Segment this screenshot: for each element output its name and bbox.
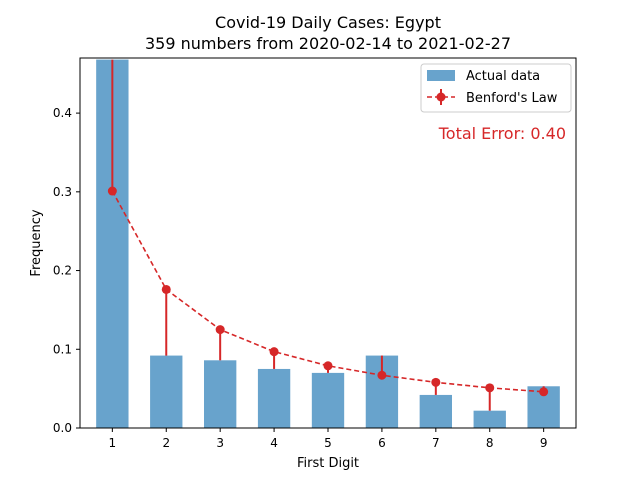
x-tick-label-5: 5: [324, 436, 332, 450]
bar-digit-7: [419, 394, 452, 428]
x-tick-label-6: 6: [378, 436, 386, 450]
benford-point-digit-5: [323, 361, 333, 371]
benford-point-digit-6: [377, 370, 387, 380]
benford-point-digit-7: [431, 377, 441, 387]
benford-point-digit-4: [269, 347, 279, 357]
x-axis: 1 2 3 4 5 6 7 8 9: [109, 428, 548, 450]
total-error-annotation: Total Error: 0.40: [438, 124, 566, 143]
legend: Actual data Benford's Law: [420, 63, 572, 113]
bar-digit-5: [311, 372, 345, 428]
x-tick-label-7: 7: [432, 436, 440, 450]
x-tick-label-2: 2: [162, 436, 170, 450]
legend-marker-swatch: [436, 92, 446, 102]
x-tick-label-8: 8: [486, 436, 494, 450]
y-tick-label-0.1: 0.1: [53, 342, 72, 356]
bar-digit-4: [257, 368, 291, 428]
legend-label-actual: Actual data: [466, 69, 540, 84]
x-tick-label-9: 9: [540, 436, 548, 450]
x-tick-label-1: 1: [109, 436, 117, 450]
benford-point-digit-1: [107, 186, 117, 196]
chart-title-line1: Covid-19 Daily Cases: Egypt: [215, 13, 441, 32]
bar-digit-3: [204, 360, 237, 428]
y-axis-label: Frequency: [29, 209, 44, 276]
x-axis-label: First Digit: [297, 456, 359, 471]
benford-point-digit-8: [485, 383, 495, 393]
benford-point-digit-3: [215, 325, 225, 335]
bar-digit-8: [473, 410, 506, 428]
y-tick-label-0.2: 0.2: [53, 264, 72, 278]
y-tick-label-0.4: 0.4: [53, 106, 72, 120]
y-tick-label-0.3: 0.3: [53, 185, 72, 199]
benford-series: [107, 186, 549, 397]
legend-bar-swatch: [427, 70, 455, 81]
legend-frame: [420, 63, 572, 113]
y-tick-label-0.0: 0.0: [53, 421, 72, 435]
legend-label-benford: Benford's Law: [466, 91, 558, 106]
chart-title-line2: 359 numbers from 2020-02-14 to 2021-02-2…: [145, 34, 511, 53]
actual-data-bars: [96, 59, 560, 429]
x-tick-label-3: 3: [216, 436, 224, 450]
bar-digit-2: [150, 355, 183, 428]
benford-point-digit-2: [161, 284, 171, 294]
y-axis: 0.0 0.1 0.2 0.3 0.4: [53, 106, 80, 435]
x-tick-label-4: 4: [270, 436, 278, 450]
benford-point-digit-9: [539, 387, 549, 397]
